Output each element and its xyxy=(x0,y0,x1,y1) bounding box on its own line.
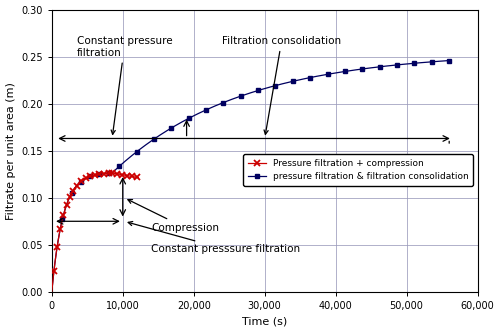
Legend: Pressure filtration + compression, pressure filtration & filtration consolidatio: Pressure filtration + compression, press… xyxy=(243,154,473,186)
Text: Compression: Compression xyxy=(128,200,219,233)
Text: Constant pressure
filtration: Constant pressure filtration xyxy=(76,36,172,134)
Text: Filtration consolidation: Filtration consolidation xyxy=(222,36,341,134)
Y-axis label: Filtrate per unit area (m): Filtrate per unit area (m) xyxy=(6,82,16,220)
X-axis label: Time (s): Time (s) xyxy=(242,316,288,326)
Text: Constant presssure filtration: Constant presssure filtration xyxy=(128,221,300,254)
